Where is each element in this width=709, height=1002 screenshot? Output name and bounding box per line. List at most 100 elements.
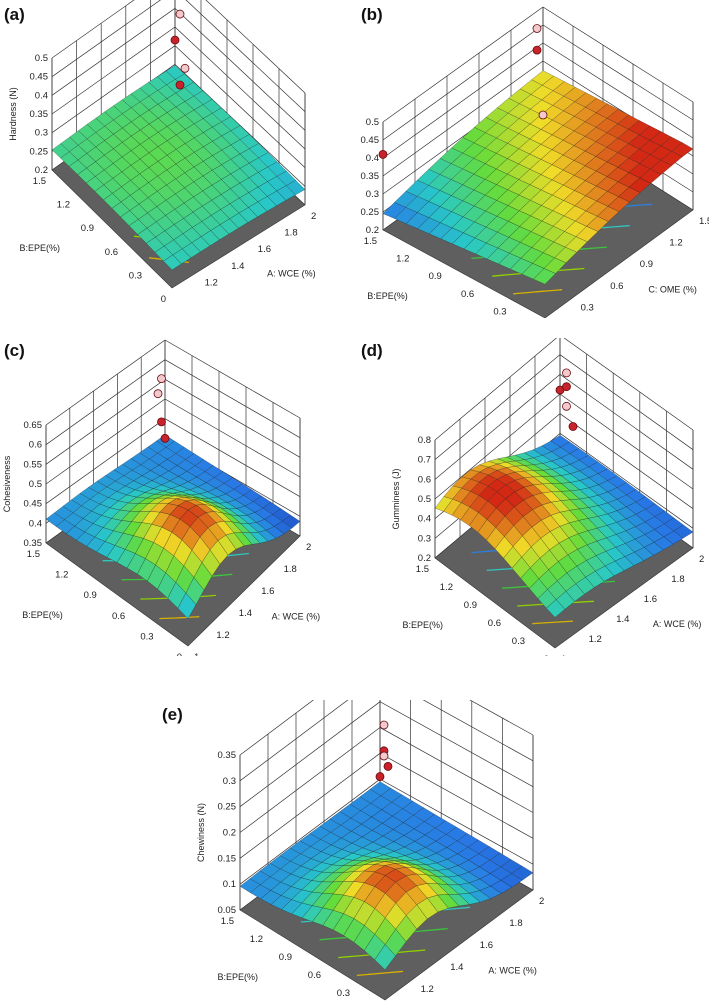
x-tick-label: 1.2 [205, 277, 218, 288]
x-tick-label: 1.8 [284, 564, 297, 575]
x-tick-label: 1.4 [450, 962, 463, 973]
y-tick-label: 1.2 [55, 570, 68, 581]
x-tick-label: 2 [311, 211, 316, 222]
z-axis-label: Chewiness (N) [196, 803, 206, 862]
z-tick-label: 0.35 [30, 109, 49, 120]
chart-panel-b: 0.20.250.30.350.40.450.500.30.60.91.21.5… [355, 0, 709, 318]
design-point-marker [157, 374, 166, 384]
design-point-marker [383, 762, 393, 771]
y-tick-label: 1.5 [416, 564, 429, 575]
design-point-marker [175, 9, 185, 19]
grid-line [51, 0, 161, 77]
x-tick-label: 1.8 [284, 228, 297, 239]
panel-label: (d) [361, 341, 383, 360]
z-tick-label: 0.5 [29, 479, 42, 490]
y-tick-label: 0.9 [81, 223, 94, 234]
z-tick-label: 0.5 [366, 117, 379, 128]
panel-label: (a) [4, 5, 25, 24]
y-tick-label: 0.9 [279, 952, 292, 963]
y-axis-label: B:EPE(%) [402, 620, 443, 630]
y-tick-label: 0.3 [129, 270, 142, 281]
z-tick-label: 0.15 [218, 853, 237, 864]
x-tick-label: 2 [699, 554, 704, 565]
grid-line [164, 339, 301, 419]
grid-line [434, 393, 561, 500]
z-tick-label: 0.2 [35, 165, 48, 176]
surface-mesh [382, 70, 694, 285]
grid-line [379, 778, 534, 865]
grid-line [45, 379, 166, 465]
z-tick-label: 0.7 [418, 455, 431, 466]
contour-line [159, 616, 200, 620]
y-tick-label: 0.3 [512, 636, 525, 647]
z-tick-label: 0.3 [223, 776, 236, 787]
z-tick-label: 0.3 [418, 533, 431, 544]
grid-line [563, 338, 694, 431]
surface-cell [511, 865, 534, 881]
x-axis-label: A: WCE (%) [272, 612, 321, 622]
y-tick-label: 1.5 [221, 916, 234, 927]
surface-cell [673, 524, 694, 539]
x-tick-label: 1.6 [261, 586, 274, 597]
grid-line [379, 753, 534, 839]
surface-cell [282, 514, 301, 529]
x-tick-label: 1.2 [589, 634, 602, 645]
z-tick-label: 0.45 [24, 499, 43, 510]
x-tick-label: 1.2 [669, 238, 682, 249]
y-tick-label: 0.3 [140, 631, 153, 642]
design-point-marker [175, 80, 185, 90]
x-tick-label: 0.6 [610, 281, 623, 292]
x-tick-label: 1.2 [216, 630, 229, 641]
surface-mesh [51, 65, 306, 271]
grid-line [164, 359, 301, 438]
z-tick-label: 0.4 [418, 514, 431, 525]
design-point-marker [153, 389, 163, 399]
design-point-marker [180, 63, 190, 73]
x-tick-label: 2 [306, 542, 311, 553]
z-tick-label: 0.1 [223, 879, 236, 890]
x-tick-label: 1.6 [480, 940, 493, 951]
grid-line [51, 0, 135, 59]
grid-line [205, 0, 306, 94]
contour-line [532, 620, 573, 625]
x-axis-label: C: OME (%) [648, 285, 697, 295]
z-tick-label: 0.25 [218, 802, 237, 813]
z-tick-label: 0.6 [418, 474, 431, 485]
grid-line [185, 0, 306, 112]
z-tick-label: 0.25 [30, 146, 49, 157]
z-tick-label: 0.6 [29, 440, 42, 451]
z-tick-label: 0.65 [24, 420, 43, 431]
y-tick-label: 0.6 [105, 247, 118, 258]
grid-line [239, 700, 314, 756]
y-tick-label: 0.6 [488, 618, 501, 629]
grid-line [542, 24, 694, 121]
y-tick-label: 1.5 [33, 176, 46, 187]
grid-line [164, 418, 301, 497]
grid-line [542, 6, 694, 103]
x-tick-label: 1.4 [616, 614, 629, 625]
z-tick-label: 0.55 [24, 459, 43, 470]
grid-line [45, 359, 166, 445]
grid-line [239, 778, 381, 885]
z-tick-label: 0.2 [366, 225, 379, 236]
design-point-marker [157, 417, 166, 427]
y-tick-label: 0.6 [461, 289, 474, 300]
surface-mesh [239, 781, 534, 970]
y-tick-label: 0 [161, 294, 166, 305]
z-tick-label: 0.5 [418, 494, 431, 505]
design-point-marker [562, 382, 571, 392]
z-tick-label: 0.35 [218, 750, 237, 761]
x-tick-label: 1.4 [239, 608, 252, 619]
x-tick-label: 1 [561, 654, 566, 656]
y-tick-label: 1.2 [440, 582, 453, 593]
x-tick-label: 0.9 [640, 259, 653, 270]
grid-line [164, 398, 301, 478]
x-tick-label: 1.6 [644, 594, 657, 605]
y-tick-label: 0.6 [308, 970, 321, 981]
grid-line [382, 60, 544, 177]
design-point-marker [170, 35, 180, 45]
z-tick-label: 0.2 [418, 553, 431, 564]
back-wall-right [560, 338, 693, 548]
chart-panel-d: 0.2 0.3 0.4 0.5 0.6 0.7 0.8 1 1.2 1.4 1.6 1.8 2 0 0.3 0… [355, 338, 709, 656]
y-axis-label: B:EPE(%) [19, 243, 60, 253]
